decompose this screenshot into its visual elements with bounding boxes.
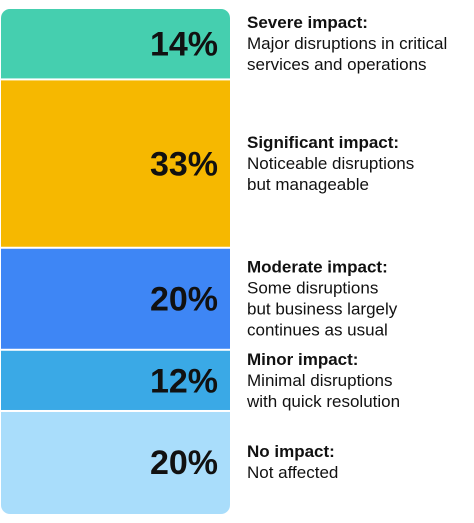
bar-segment: [1, 350, 230, 410]
value-label: 20%: [150, 281, 218, 319]
category-description: but business largely: [247, 300, 398, 319]
bar-segment: [1, 411, 230, 514]
category-description: Not affected: [247, 463, 338, 482]
category-description: Noticeable disruptions: [247, 154, 414, 173]
category-description: with quick resolution: [246, 392, 400, 411]
category-description: Major disruptions in critical: [247, 34, 447, 53]
value-label: 33%: [150, 146, 218, 184]
category-label: Minor impact:: [247, 350, 358, 369]
value-label: 14%: [150, 26, 218, 64]
category-description: Minimal disruptions: [247, 371, 393, 390]
category-label: No impact:: [247, 442, 335, 461]
category-label: Significant impact:: [247, 133, 399, 152]
category-description: but manageable: [247, 175, 369, 194]
category-description: services and operations: [247, 55, 427, 74]
bar-segment: [1, 248, 230, 349]
value-label: 20%: [150, 444, 218, 482]
category-label: Severe impact:: [247, 13, 368, 32]
category-description: Some disruptions: [247, 279, 378, 298]
bar-segment: [1, 9, 230, 79]
bar-segment: [1, 80, 230, 247]
category-description: continues as usual: [247, 321, 388, 340]
category-label: Moderate impact:: [247, 258, 388, 277]
value-label: 12%: [150, 362, 218, 400]
stacked-column: [1, 9, 230, 514]
